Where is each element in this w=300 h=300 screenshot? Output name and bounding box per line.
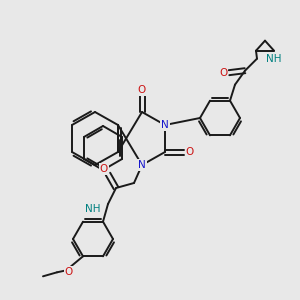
Text: O: O (100, 164, 108, 174)
Text: N: N (138, 160, 146, 170)
Text: NH: NH (266, 54, 281, 64)
Text: O: O (138, 85, 146, 95)
Text: O: O (65, 267, 73, 277)
Text: O: O (186, 147, 194, 157)
Text: NH: NH (85, 204, 100, 214)
Text: N: N (161, 120, 169, 130)
Text: O: O (219, 68, 227, 78)
